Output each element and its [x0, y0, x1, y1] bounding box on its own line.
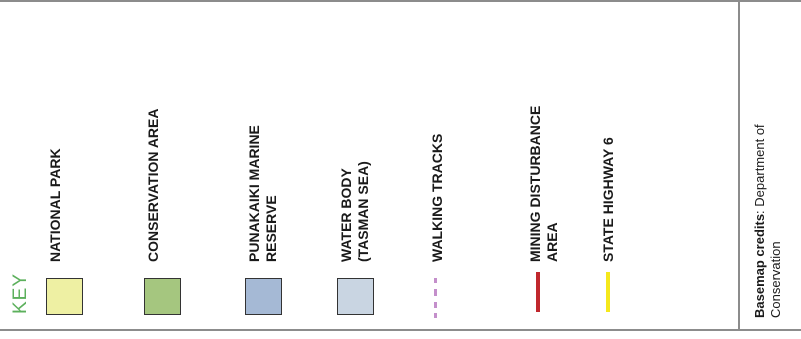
national-park-swatch [46, 278, 83, 315]
basemap-credits-source-part-1: : Department of [752, 124, 767, 214]
basemap-credits-line-1: Basemap credits: Department of [752, 124, 768, 318]
conservation-area-swatch [144, 278, 181, 315]
punakaiki-marine-reserve-label: PUNAKAIKI MARINE RESERVE [246, 125, 280, 262]
mining-disturbance-line-symbol [536, 272, 540, 312]
punakaiki-marine-reserve-label-line-1: PUNAKAIKI MARINE [246, 125, 262, 262]
punakaiki-marine-reserve-swatch [245, 278, 282, 315]
water-body-label-line-2: (TASMAN SEA) [355, 161, 371, 262]
legend-frame-bottom [0, 329, 801, 331]
mining-disturbance-label-line-1: MINING DISTURBANCE [527, 105, 543, 262]
legend-credits-divider [738, 0, 740, 331]
conservation-area-label: CONSERVATION AREA [145, 109, 162, 263]
punakaiki-marine-reserve-label-line-2: RESERVE [263, 195, 279, 262]
walking-tracks-label: WALKING TRACKS [429, 134, 446, 262]
basemap-credits: Basemap credits: Department of Conservat… [752, 124, 784, 318]
basemap-credits-heading: Basemap credits [752, 213, 767, 318]
water-body-swatch [337, 278, 374, 315]
state-highway-line-symbol [606, 272, 610, 312]
national-park-label: NATIONAL PARK [47, 148, 64, 262]
water-body-label: WATER BODY (TASMAN SEA) [338, 161, 372, 262]
walking-tracks-label-line-1: WALKING TRACKS [429, 133, 445, 262]
legend-frame-top [0, 0, 801, 2]
walking-tracks-dashed-line-symbol [434, 278, 437, 318]
state-highway-label: STATE HIGHWAY 6 [600, 137, 617, 262]
basemap-credits-line-2: Conservation [768, 241, 783, 318]
mining-disturbance-label-line-2: AREA [544, 222, 560, 262]
conservation-area-label-line-1: CONSERVATION AREA [145, 108, 161, 263]
water-body-label-line-1: WATER BODY [338, 168, 354, 262]
national-park-label-line-1: NATIONAL PARK [47, 148, 63, 262]
mining-disturbance-label: MINING DISTURBANCE AREA [527, 106, 561, 262]
legend-title: KEY [10, 272, 31, 314]
state-highway-label-line-1: STATE HIGHWAY 6 [600, 137, 616, 262]
